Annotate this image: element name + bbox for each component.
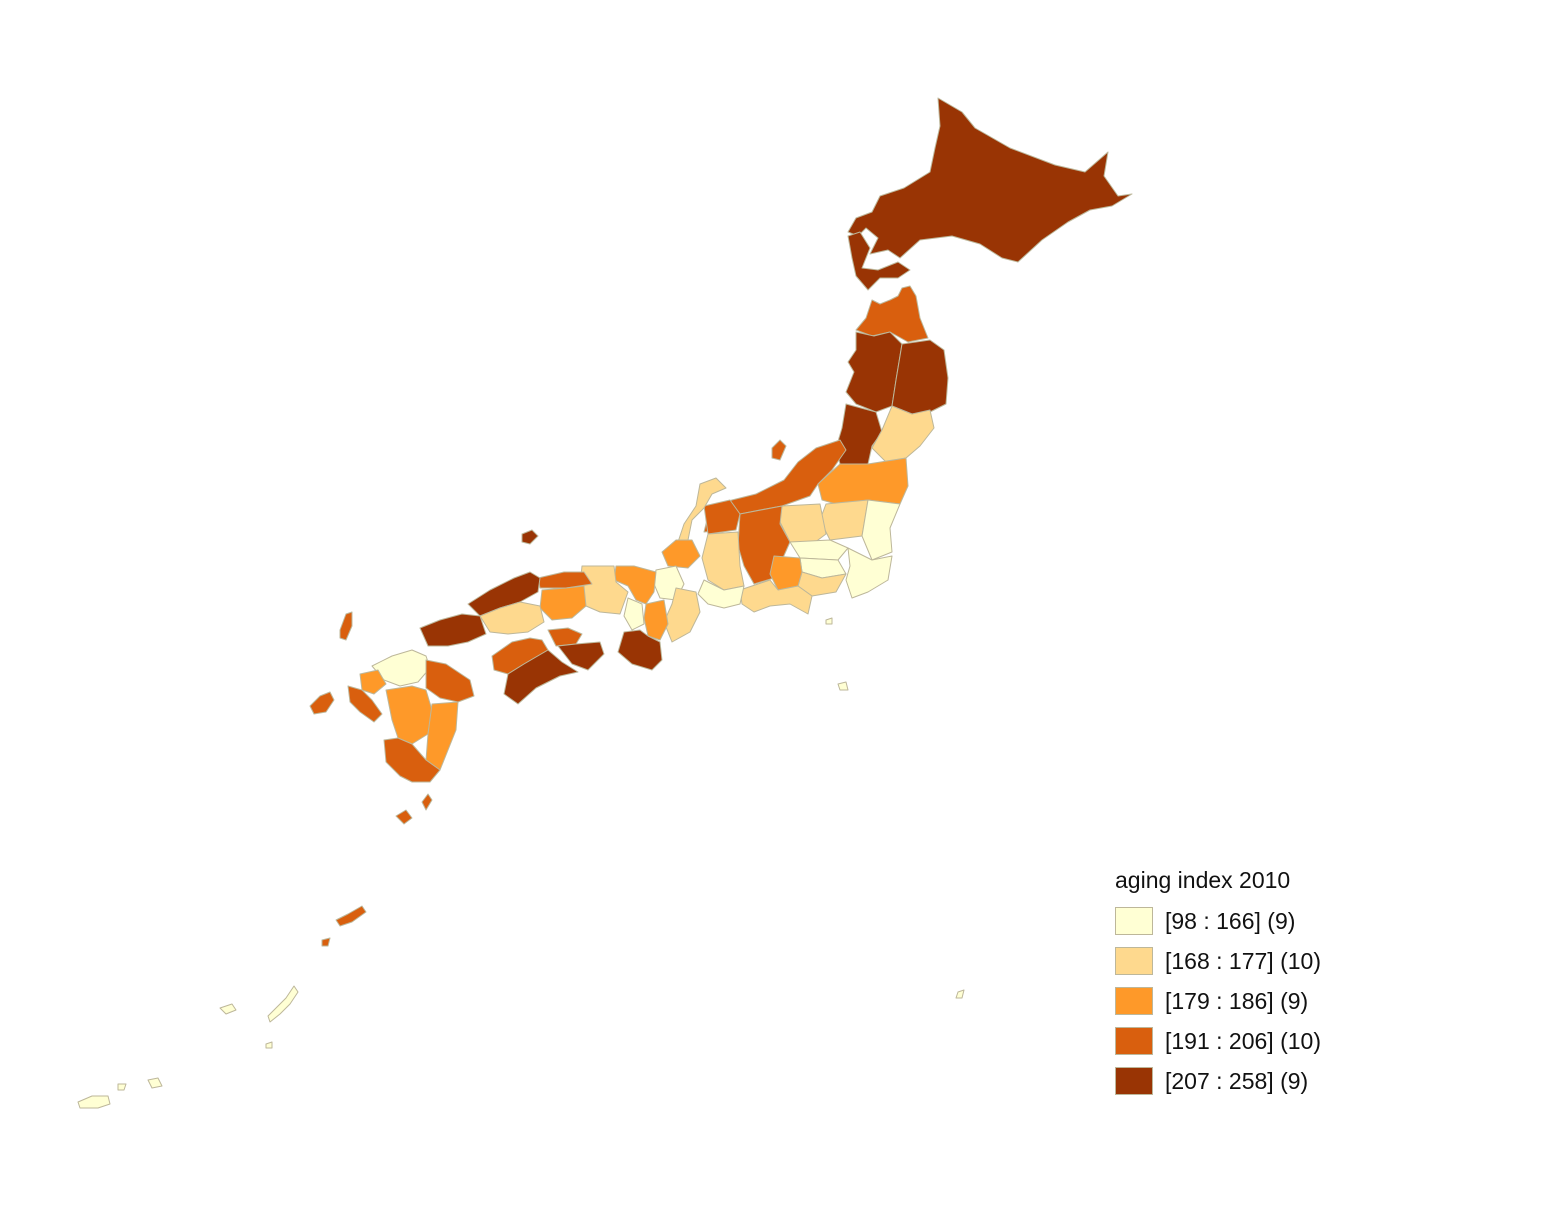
legend-label-4: [207 : 258] (9) [1165, 1067, 1308, 1095]
legend-item-2: [179 : 186] (9) [1115, 986, 1321, 1016]
region-oki-islands [522, 530, 538, 544]
region-yakushima [396, 810, 412, 824]
legend-label-2: [179 : 186] (9) [1165, 987, 1308, 1015]
region-miyazaki [426, 702, 458, 770]
region-okinawa-small-4 [118, 1084, 126, 1090]
region-amami [336, 906, 366, 926]
region-okinawa-small-2 [78, 1096, 110, 1108]
region-tsushima [340, 612, 352, 640]
legend-label-0: [98 : 166] (9) [1165, 907, 1295, 935]
legend-item-0: [98 : 166] (9) [1115, 906, 1321, 936]
legend-swatch-1 [1115, 947, 1153, 975]
region-okinawa-main [268, 986, 298, 1022]
region-saitama [790, 540, 848, 560]
region-tanegashima [422, 794, 432, 810]
region-nara [644, 600, 668, 640]
region-tochigi [820, 500, 868, 540]
region-iwate [892, 340, 948, 414]
legend-label-3: [191 : 206] (10) [1165, 1027, 1321, 1055]
legend-item-4: [207 : 258] (9) [1115, 1066, 1321, 1096]
region-chiba [846, 548, 892, 598]
region-yamaguchi [420, 614, 486, 646]
legend-title: aging index 2010 [1115, 866, 1321, 894]
legend-swatch-0 [1115, 907, 1153, 935]
legend-swatch-3 [1115, 1027, 1153, 1055]
region-okinawa-small-5 [266, 1042, 272, 1048]
legend-item-3: [191 : 206] (10) [1115, 1026, 1321, 1056]
region-oita [426, 660, 474, 702]
region-okinawa-small-1 [220, 1004, 236, 1014]
region-izu-3 [956, 990, 964, 998]
region-gifu [702, 532, 744, 590]
region-hokkaido [848, 98, 1132, 262]
region-sado [772, 440, 786, 460]
region-kumamoto [386, 686, 432, 744]
legend-swatch-4 [1115, 1067, 1153, 1095]
region-okinawa-small-3 [148, 1078, 162, 1088]
map-legend: aging index 2010 [98 : 166] (9) [168 : 1… [1115, 866, 1321, 1106]
region-ibaraki [862, 500, 900, 560]
region-fukui [662, 540, 700, 568]
region-izu-1 [838, 682, 848, 690]
region-okayama [540, 586, 586, 620]
region-miyagi [872, 406, 934, 462]
region-amami-2 [322, 938, 330, 946]
region-yamanashi [770, 556, 802, 590]
legend-swatch-2 [1115, 987, 1153, 1015]
region-osaka [624, 598, 644, 630]
region-kagawa [548, 628, 582, 646]
region-goto [310, 692, 334, 714]
legend-item-1: [168 : 177] (10) [1115, 946, 1321, 976]
legend-label-1: [168 : 177] (10) [1165, 947, 1321, 975]
prefecture-polygons [78, 98, 1132, 1108]
region-izu-2 [826, 618, 832, 624]
